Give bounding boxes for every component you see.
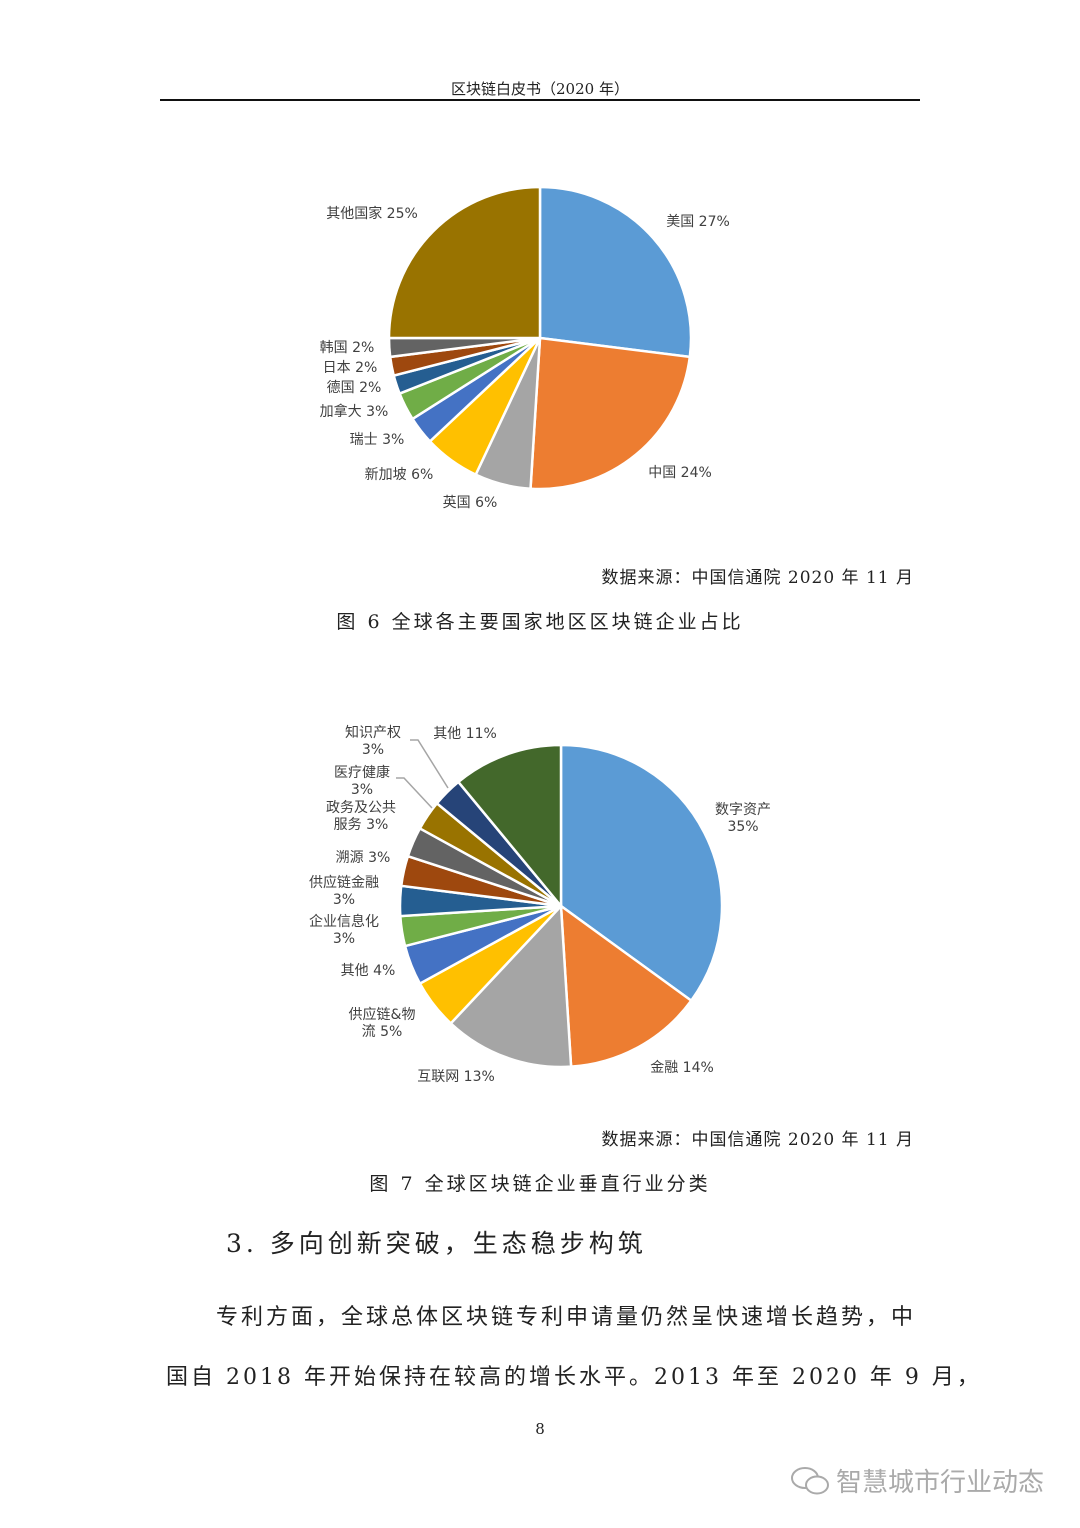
data-label: 供应链&物流 5% bbox=[348, 1006, 416, 1040]
data-label: 日本 2% bbox=[322, 359, 378, 376]
header-rule bbox=[160, 99, 920, 101]
data-label: 新加坡 6% bbox=[364, 466, 434, 483]
figure-source: 数据来源：中国信通院 2020 年 11 月 bbox=[601, 1130, 914, 1150]
data-label: 政务及公共 服务 3% bbox=[326, 799, 396, 833]
pie-slice bbox=[456, 743, 563, 910]
body-text-line: 国自 2018 年开始保持在较高的增长水平。2013 年至 2020 年 9 月… bbox=[166, 1365, 982, 1390]
pie-slice bbox=[538, 185, 693, 359]
data-label: 中国 24% bbox=[648, 464, 712, 481]
data-label: 韩国 2% bbox=[319, 339, 375, 356]
watermark: 智慧城市行业动态 bbox=[790, 1462, 1044, 1499]
pie-chart-countries bbox=[387, 185, 693, 491]
body-text-line: 专利方面，全球总体区块链专利申请量仍然呈快速增长趋势，中 bbox=[216, 1305, 917, 1330]
data-label: 美国 27% bbox=[666, 213, 730, 230]
data-label: 其他 4% bbox=[340, 962, 396, 979]
data-label: 其他国家 25% bbox=[326, 205, 418, 222]
figure-source: 数据来源：中国信通院 2020 年 11 月 bbox=[601, 568, 914, 588]
data-label: 溯源 3% bbox=[335, 849, 391, 866]
pie-slice bbox=[387, 185, 542, 340]
pie-slice bbox=[559, 903, 693, 1069]
data-label: 医疗健康 3% bbox=[334, 764, 390, 798]
data-label: 瑞士 3% bbox=[349, 431, 405, 448]
wechat-icon bbox=[790, 1466, 829, 1494]
figure-caption: 图 6 全球各主要国家地区区块链企业占比 bbox=[336, 611, 744, 633]
data-label: 加拿大 3% bbox=[319, 403, 389, 420]
running-header: 区块链白皮书（2020 年） bbox=[451, 80, 629, 98]
pie-slice bbox=[559, 743, 724, 1003]
page-number: 8 bbox=[535, 1420, 545, 1438]
pie-chart-industries bbox=[398, 743, 724, 1069]
data-label: 数字资产 35% bbox=[715, 801, 771, 835]
data-label: 供应链金融 3% bbox=[309, 874, 379, 908]
data-label: 知识产权 3% bbox=[345, 724, 401, 758]
pie-slice bbox=[529, 336, 692, 491]
data-label: 德国 2% bbox=[326, 379, 382, 396]
figure-caption: 图 7 全球区块链企业垂直行业分类 bbox=[369, 1173, 711, 1195]
watermark-text: 智慧城市行业动态 bbox=[835, 1468, 1044, 1498]
data-label: 企业信息化 3% bbox=[309, 913, 379, 947]
data-label: 金融 14% bbox=[650, 1059, 714, 1076]
data-label: 英国 6% bbox=[442, 494, 498, 511]
section-heading: 3. 多向创新突破，生态稳步构筑 bbox=[226, 1229, 647, 1258]
data-label: 互联网 13% bbox=[417, 1068, 495, 1085]
data-label: 其他 11% bbox=[433, 725, 497, 742]
pie-slice bbox=[449, 903, 573, 1069]
